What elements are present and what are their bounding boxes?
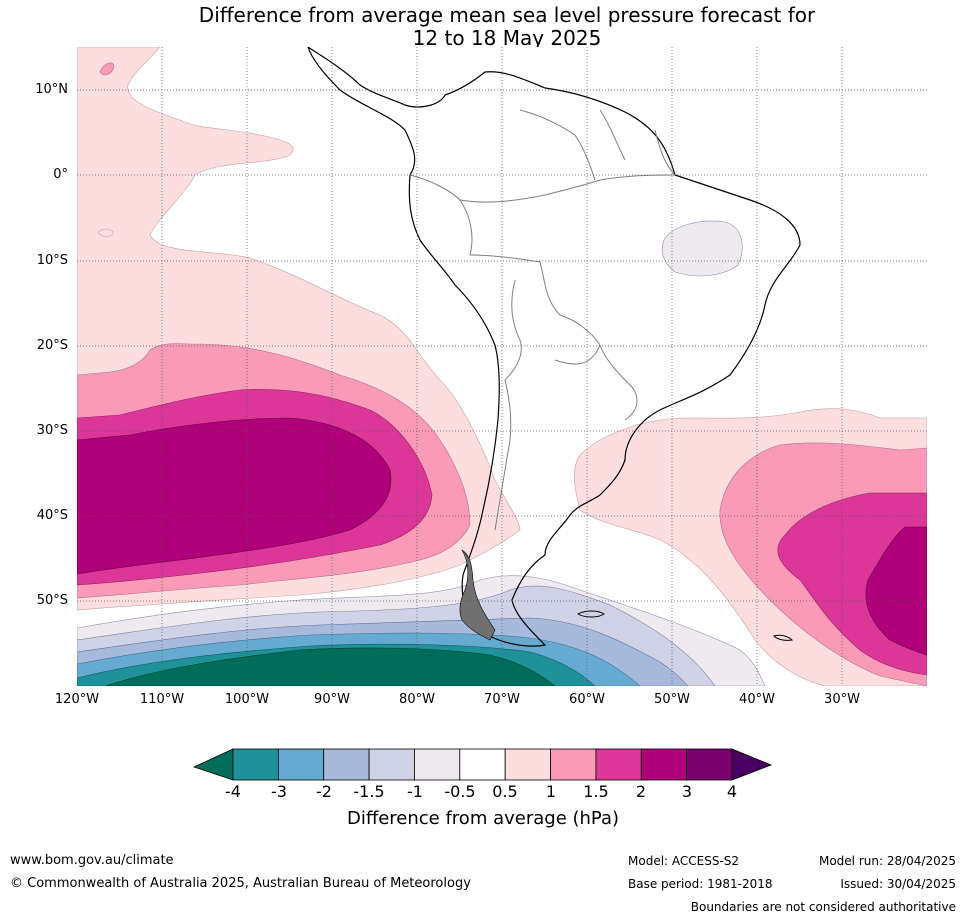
colorbar-tick-label: -1.5: [353, 782, 385, 801]
lat-label: 0°: [53, 167, 68, 182]
colorbar-tick-label: -0.5: [444, 782, 476, 801]
colorbar-cell: [504, 748, 551, 781]
lat-label: 20°S: [36, 338, 68, 353]
website-link[interactable]: www.bom.gov.au/climate: [10, 853, 174, 868]
map-title: Difference from average mean sea level p…: [0, 4, 965, 50]
colorbar-under-arrow: [192, 748, 234, 781]
colorbar-cell: [550, 748, 597, 781]
lon-label: 120°W: [54, 692, 100, 707]
lon-label: 110°W: [139, 692, 185, 707]
model-run-text: Model run: 28/04/2025: [818, 854, 956, 868]
colorbar-cell: [368, 748, 415, 781]
base-period-text: Base period: 1981-2018: [628, 877, 773, 891]
title-line-1: Difference from average mean sea level p…: [198, 3, 816, 27]
map-plot-area: [77, 47, 927, 686]
disclaimer-text: Boundaries are not considered authoritat…: [690, 900, 956, 914]
falkland-islands: [576, 610, 605, 618]
issued-text: Issued: 30/04/2025: [840, 877, 956, 891]
lat-label: 40°S: [36, 508, 68, 523]
map-gridlines: [77, 47, 927, 686]
lat-label: 10°S: [36, 253, 68, 268]
lon-label: 40°W: [739, 692, 775, 707]
colorbar-tick-label: 4: [726, 782, 738, 801]
colorbar-tick-label: 1: [545, 782, 557, 801]
lon-label: 50°W: [654, 692, 690, 707]
lat-label: 50°S: [36, 593, 68, 608]
colorbar-cell: [640, 748, 688, 781]
colorbar-tick-label: 0.5: [492, 782, 518, 801]
contour-neg-4: [104, 647, 556, 686]
lon-label: 60°W: [569, 692, 605, 707]
contour-neg-0_5-brazil: [661, 220, 743, 277]
contour-pos-0_5-small: [97, 228, 114, 237]
contour-pos-2-west: [77, 417, 392, 575]
colorbar-tick-label: -4: [225, 782, 241, 801]
lon-label: 90°W: [314, 692, 350, 707]
title-line-2: 12 to 18 May 2025: [412, 26, 602, 50]
south-america-coastline: [307, 47, 801, 647]
colorbar-tick-label: 2: [635, 782, 647, 801]
chile-islands: [459, 549, 496, 641]
colorbar-title: Difference from average (hPa): [346, 808, 620, 829]
lon-label: 70°W: [484, 692, 520, 707]
contour-pos-1-spot: [99, 62, 115, 76]
country-borders: [409, 109, 676, 531]
colorbar-tick-label: 3: [681, 782, 693, 801]
colorbar-cell: [459, 748, 506, 781]
colorbar-tick-label: -2: [316, 782, 332, 801]
colorbar-cell: [277, 748, 325, 781]
copyright-text: © Commonwealth of Australia 2025, Austra…: [10, 876, 471, 891]
colorbar-cell: [686, 748, 733, 781]
colorbar-cell: [414, 748, 461, 781]
lon-label: 30°W: [824, 692, 860, 707]
colorbar-cell: [232, 748, 279, 781]
colorbar-tick-label: 1.5: [583, 782, 609, 801]
model-text: Model: ACCESS-S2: [628, 854, 740, 868]
lat-label: 10°N: [35, 82, 68, 97]
colorbar-tick-label: -1: [407, 782, 423, 801]
colorbar-cell: [595, 748, 642, 781]
lon-label: 100°W: [224, 692, 270, 707]
lon-label: 80°W: [399, 692, 435, 707]
colorbar-tick-label: -3: [271, 782, 287, 801]
colorbar-cell: [323, 748, 370, 781]
colorbar-over-arrow: [731, 748, 773, 781]
lat-label: 30°S: [36, 423, 68, 438]
contour-pos-2-east: [865, 526, 927, 656]
south-georgia: [773, 634, 794, 641]
colorbar-cells: [232, 748, 733, 781]
